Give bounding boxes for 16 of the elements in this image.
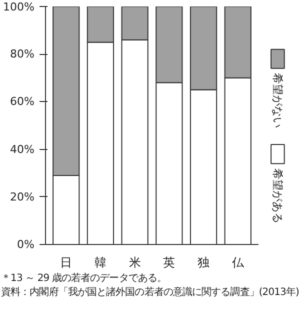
legend-label: 希望がある	[271, 168, 284, 224]
y-tick-label: 100%	[3, 0, 35, 14]
y-tick-label: 60%	[10, 95, 35, 108]
x-tick-label: 韓	[94, 256, 106, 270]
y-tick-label: 40%	[10, 142, 35, 156]
x-tick-label: 仏	[230, 256, 245, 270]
y-tick-label: 80%	[10, 48, 35, 61]
x-tick-label: 英	[163, 256, 176, 270]
y-tick-label: 20%	[10, 190, 35, 204]
text: ＊13 ～ 29 歳の若者のデータである。	[1, 272, 167, 286]
x-tick-label: 米	[128, 256, 141, 270]
legend-label: 希望がない	[271, 73, 284, 128]
x-tick-label: 独	[198, 256, 210, 270]
x-tick-label: 日	[60, 256, 72, 270]
text: 資料：内閣府「我が国と諸外国の若者の意識に関する調査」(2013年)	[1, 286, 299, 300]
y-tick-label: 0%	[17, 238, 34, 251]
